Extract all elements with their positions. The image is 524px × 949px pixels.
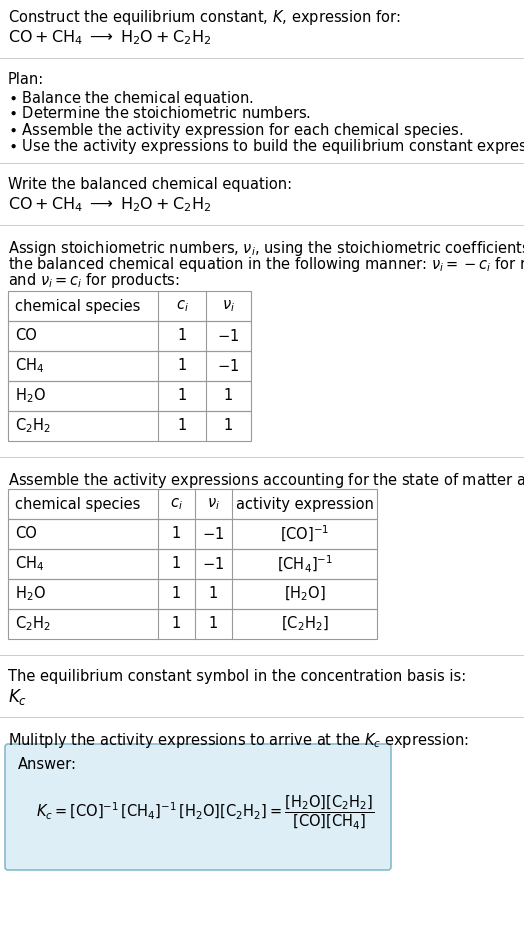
Text: 1: 1	[172, 556, 181, 571]
Text: $-1$: $-1$	[202, 556, 225, 572]
Text: Plan:: Plan:	[8, 72, 44, 87]
Text: $\mathrm{C_2H_2}$: $\mathrm{C_2H_2}$	[15, 615, 51, 633]
Text: CO: CO	[15, 527, 37, 542]
Text: $\nu_i$: $\nu_i$	[222, 298, 235, 314]
Text: $\nu_i$: $\nu_i$	[207, 496, 220, 512]
Text: 1: 1	[178, 328, 187, 344]
Text: 1: 1	[209, 617, 218, 631]
Text: $c_i$: $c_i$	[176, 298, 189, 314]
Text: 1: 1	[224, 419, 233, 434]
Bar	[8, 519, 377, 549]
Text: $\mathrm{CO + CH_4 \;\longrightarrow\; H_2O + C_2H_2}$: $\mathrm{CO + CH_4 \;\longrightarrow\; H…	[8, 195, 211, 214]
Text: $\bullet$ Balance the chemical equation.: $\bullet$ Balance the chemical equation.	[8, 89, 254, 108]
Text: $[\mathrm{CH_4}]^{-1}$: $[\mathrm{CH_4}]^{-1}$	[277, 553, 333, 574]
Text: CO: CO	[15, 328, 37, 344]
Text: Mulitply the activity expressions to arrive at the $K_c$ expression:: Mulitply the activity expressions to arr…	[8, 731, 469, 750]
Text: 1: 1	[172, 586, 181, 602]
Text: Assemble the activity expressions accounting for the state of matter and $\nu_i$: Assemble the activity expressions accoun…	[8, 471, 524, 490]
Text: $\mathrm{C_2H_2}$: $\mathrm{C_2H_2}$	[15, 417, 51, 436]
Text: $\mathrm{H_2O}$: $\mathrm{H_2O}$	[15, 386, 46, 405]
Text: 1: 1	[178, 388, 187, 403]
Bar	[8, 411, 251, 441]
Text: Construct the equilibrium constant, $K$, expression for:: Construct the equilibrium constant, $K$,…	[8, 8, 401, 27]
Text: $\mathrm{CO + CH_4 \;\longrightarrow\; H_2O + C_2H_2}$: $\mathrm{CO + CH_4 \;\longrightarrow\; H…	[8, 28, 211, 47]
Text: activity expression: activity expression	[236, 496, 374, 512]
Text: $\bullet$ Assemble the activity expression for each chemical species.: $\bullet$ Assemble the activity expressi…	[8, 121, 463, 140]
Bar	[8, 321, 251, 351]
Text: 1: 1	[172, 527, 181, 542]
Text: chemical species: chemical species	[15, 496, 140, 512]
Bar	[8, 489, 377, 519]
Text: $\bullet$ Determine the stoichiometric numbers.: $\bullet$ Determine the stoichiometric n…	[8, 105, 311, 121]
Text: $-1$: $-1$	[217, 358, 239, 374]
Text: $K_c = [\mathrm{CO}]^{-1}\,[\mathrm{CH_4}]^{-1}\,[\mathrm{H_2O}][\mathrm{C_2H_2}: $K_c = [\mathrm{CO}]^{-1}\,[\mathrm{CH_4…	[36, 793, 375, 831]
Text: $c_i$: $c_i$	[170, 496, 183, 512]
Text: 1: 1	[209, 586, 218, 602]
Text: The equilibrium constant symbol in the concentration basis is:: The equilibrium constant symbol in the c…	[8, 669, 466, 684]
Bar	[8, 579, 377, 609]
Text: Assign stoichiometric numbers, $\nu_i$, using the stoichiometric coefficients, $: Assign stoichiometric numbers, $\nu_i$, …	[8, 239, 524, 258]
Text: 1: 1	[178, 419, 187, 434]
Text: $\mathrm{H_2O}$: $\mathrm{H_2O}$	[15, 585, 46, 604]
Text: $-1$: $-1$	[202, 526, 225, 542]
Text: $[\mathrm{H_2O}]$: $[\mathrm{H_2O}]$	[283, 585, 325, 604]
Text: 1: 1	[224, 388, 233, 403]
Bar	[8, 609, 377, 639]
Text: $\mathrm{CH_4}$: $\mathrm{CH_4}$	[15, 357, 44, 376]
Text: $[\mathrm{C_2H_2}]$: $[\mathrm{C_2H_2}]$	[281, 615, 329, 633]
Text: chemical species: chemical species	[15, 299, 140, 313]
Text: $-1$: $-1$	[217, 328, 239, 344]
Text: Write the balanced chemical equation:: Write the balanced chemical equation:	[8, 177, 292, 192]
Text: $\mathrm{CH_4}$: $\mathrm{CH_4}$	[15, 554, 44, 573]
Text: and $\nu_i = c_i$ for products:: and $\nu_i = c_i$ for products:	[8, 271, 180, 290]
Text: Answer:: Answer:	[18, 757, 77, 772]
Text: the balanced chemical equation in the following manner: $\nu_i = -c_i$ for react: the balanced chemical equation in the fo…	[8, 255, 524, 274]
Bar	[8, 549, 377, 579]
Bar	[8, 381, 251, 411]
Text: 1: 1	[172, 617, 181, 631]
Bar	[8, 351, 251, 381]
Text: $K_c$: $K_c$	[8, 687, 27, 707]
Text: 1: 1	[178, 359, 187, 374]
Text: $[\mathrm{CO}]^{-1}$: $[\mathrm{CO}]^{-1}$	[280, 524, 329, 544]
Text: $\bullet$ Use the activity expressions to build the equilibrium constant express: $\bullet$ Use the activity expressions t…	[8, 137, 524, 156]
FancyBboxPatch shape	[5, 744, 391, 870]
Bar	[8, 291, 251, 321]
